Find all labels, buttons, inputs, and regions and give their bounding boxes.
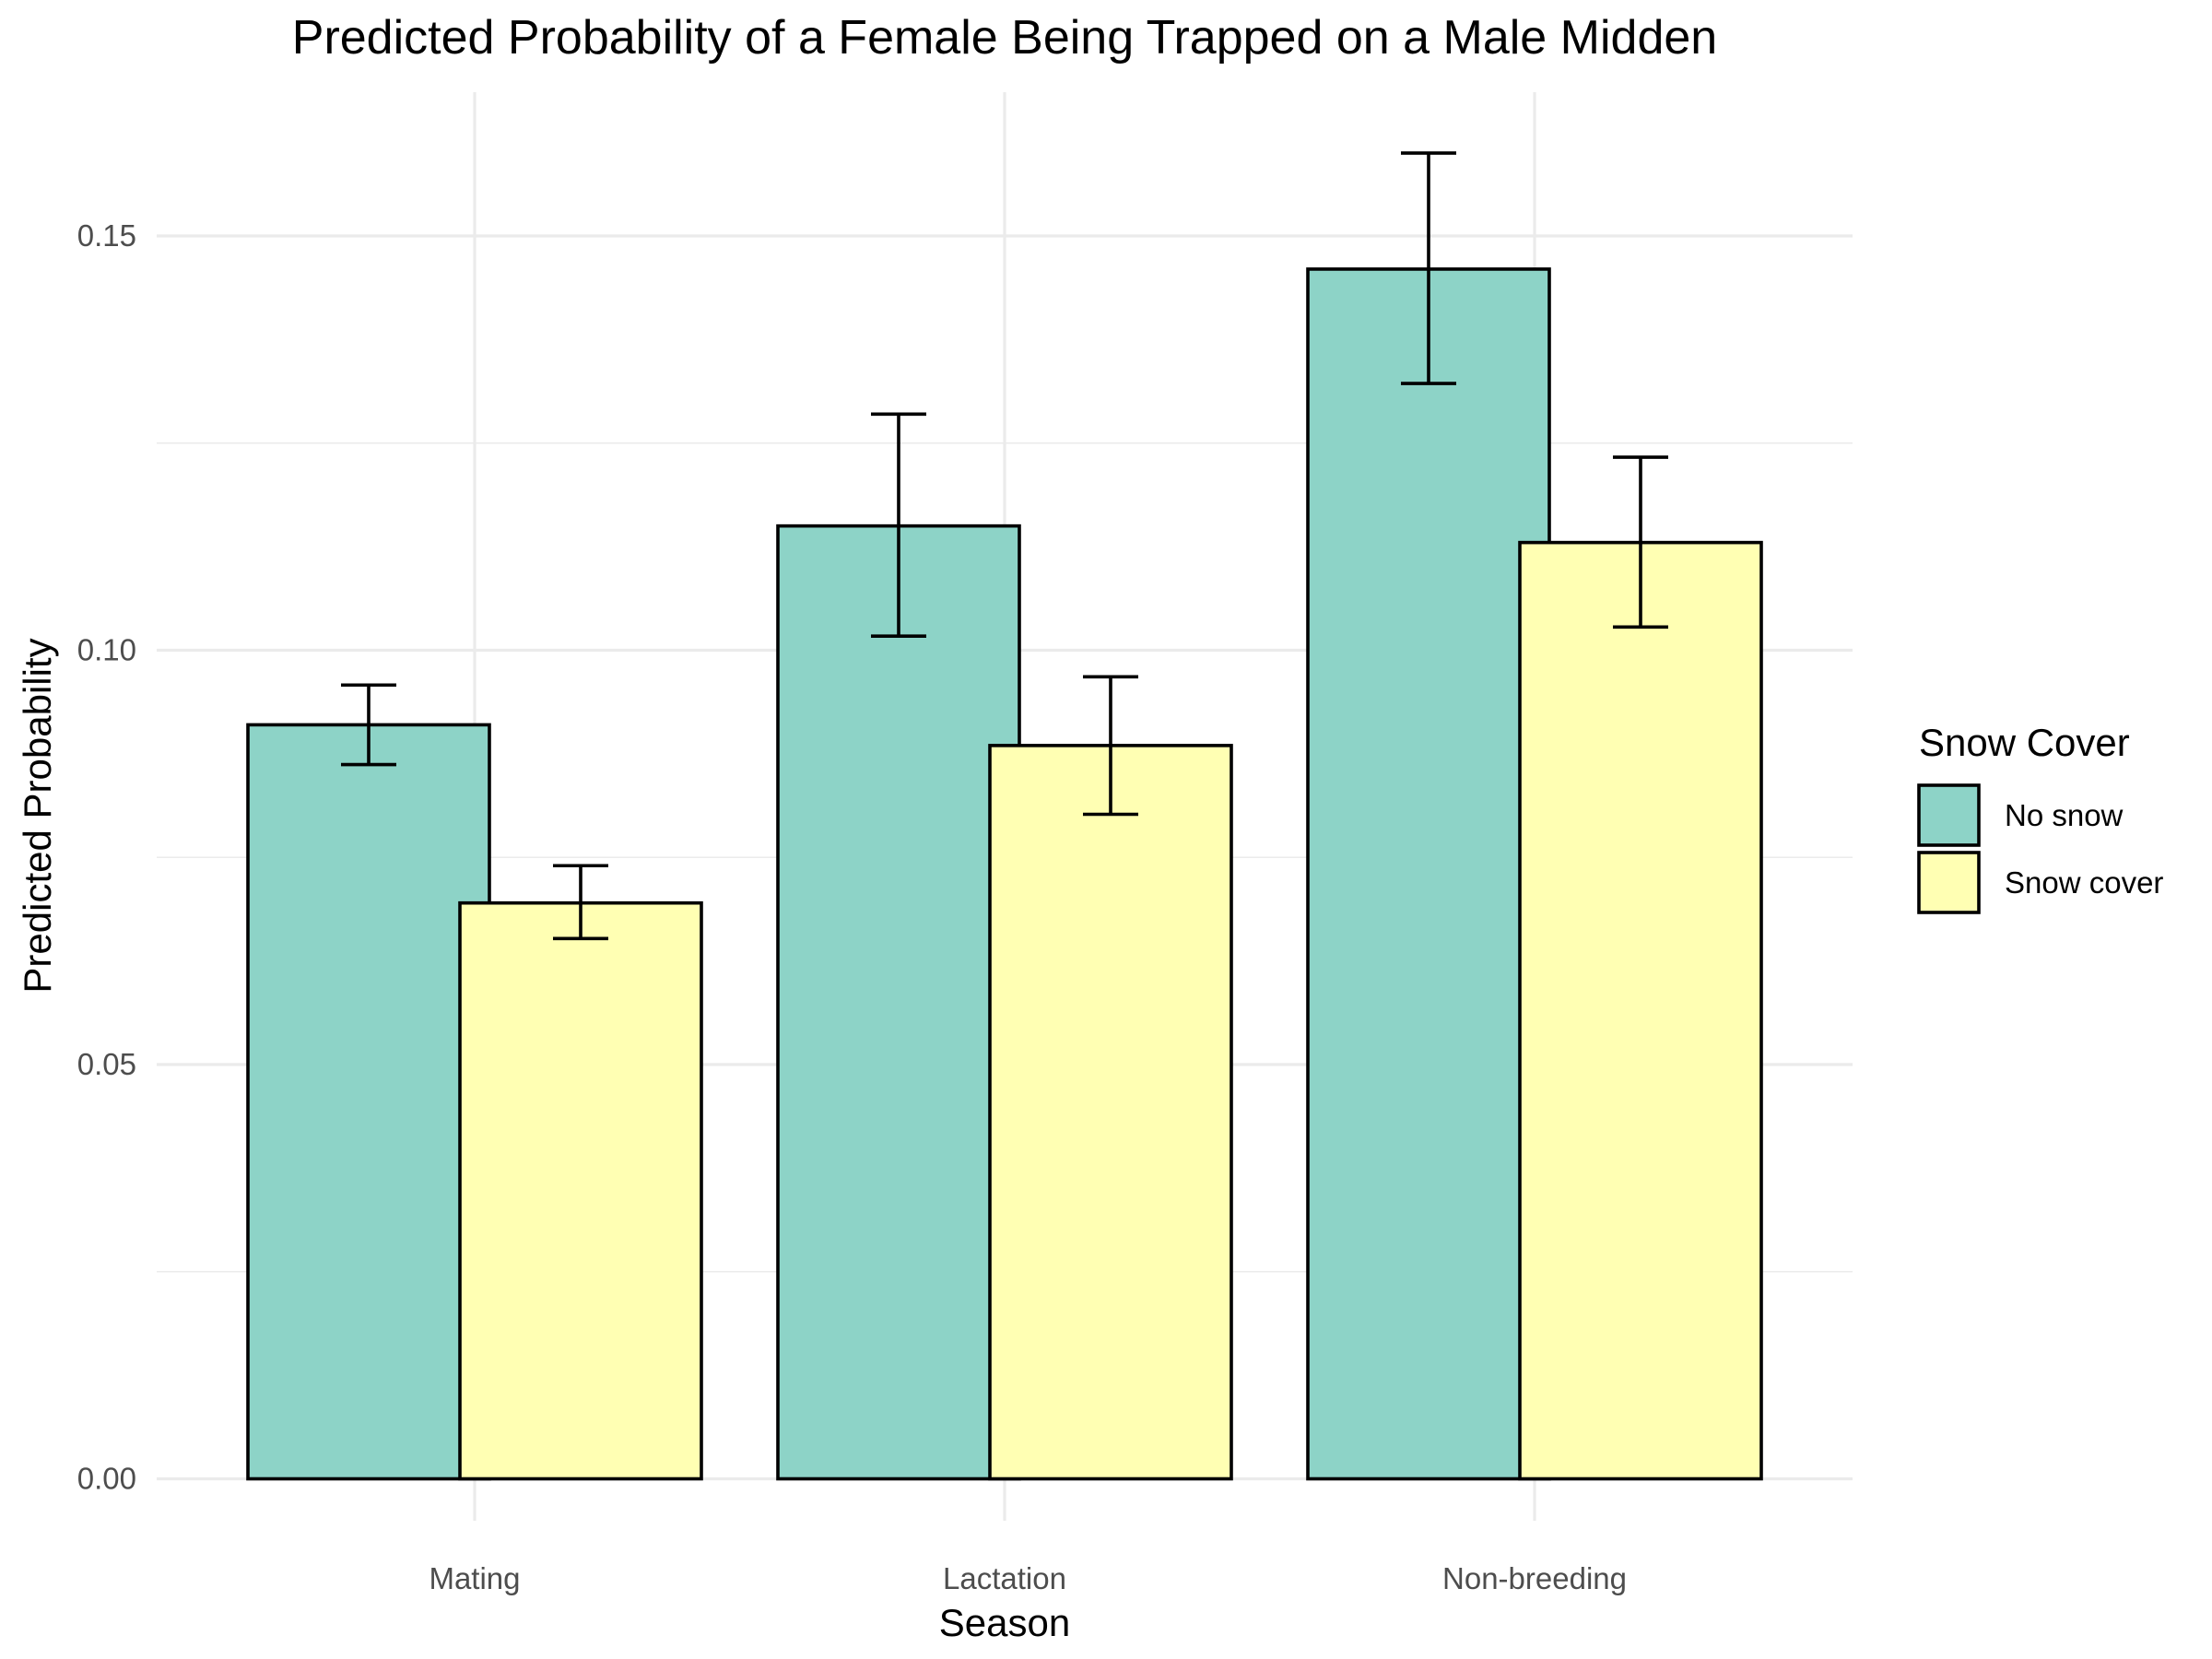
error-bar-mating-no-snow	[341, 683, 396, 767]
legend-key-no-snow	[1917, 783, 1981, 847]
legend-label-snow-cover: Snow cover	[2005, 865, 2163, 900]
error-bar-non-breeding-snow-cover	[1613, 455, 1668, 629]
bar-mating-snow-cover	[458, 900, 703, 1481]
y-tick-label: 0.15	[77, 218, 136, 253]
bar-non-breeding-snow-cover	[1518, 540, 1763, 1481]
bar-mating-no-snow	[246, 723, 491, 1481]
bar-lactation-snow-cover	[988, 744, 1233, 1481]
x-tick-label-non-breeding: Non-breeding	[1442, 1561, 1627, 1595]
y-tick-label: 0.00	[77, 1462, 136, 1496]
y-tick-label: 0.10	[77, 633, 136, 667]
error-bar-lactation-no-snow	[871, 412, 926, 639]
y-axis-ticks: 0.00 0.05 0.10 0.15	[77, 218, 136, 1496]
legend-key-snow-cover	[1917, 851, 1981, 914]
error-bar-non-breeding-no-snow	[1401, 151, 1456, 385]
error-bars	[341, 151, 1668, 941]
legend-title: Snow Cover	[1919, 721, 2130, 764]
legend-label-no-snow: No snow	[2005, 798, 2124, 832]
bars	[246, 267, 1763, 1481]
error-bar-mating-snow-cover	[553, 864, 608, 941]
y-axis-title: Predicted Probability	[16, 638, 59, 993]
x-tick-label-lactation: Lactation	[943, 1561, 1066, 1595]
bar-non-breeding-no-snow	[1306, 267, 1551, 1481]
x-axis-ticks: Mating Lactation Non-breeding	[429, 1561, 1627, 1595]
bar-lactation-no-snow	[776, 524, 1021, 1481]
chart-title: Predicted Probability of a Female Being …	[292, 11, 1717, 65]
legend: Snow Cover No snow Snow cover	[1917, 721, 2163, 914]
x-axis-title: Season	[939, 1601, 1070, 1644]
error-bar-lactation-snow-cover	[1083, 675, 1138, 817]
y-tick-label: 0.05	[77, 1047, 136, 1081]
x-tick-label-mating: Mating	[429, 1561, 520, 1595]
